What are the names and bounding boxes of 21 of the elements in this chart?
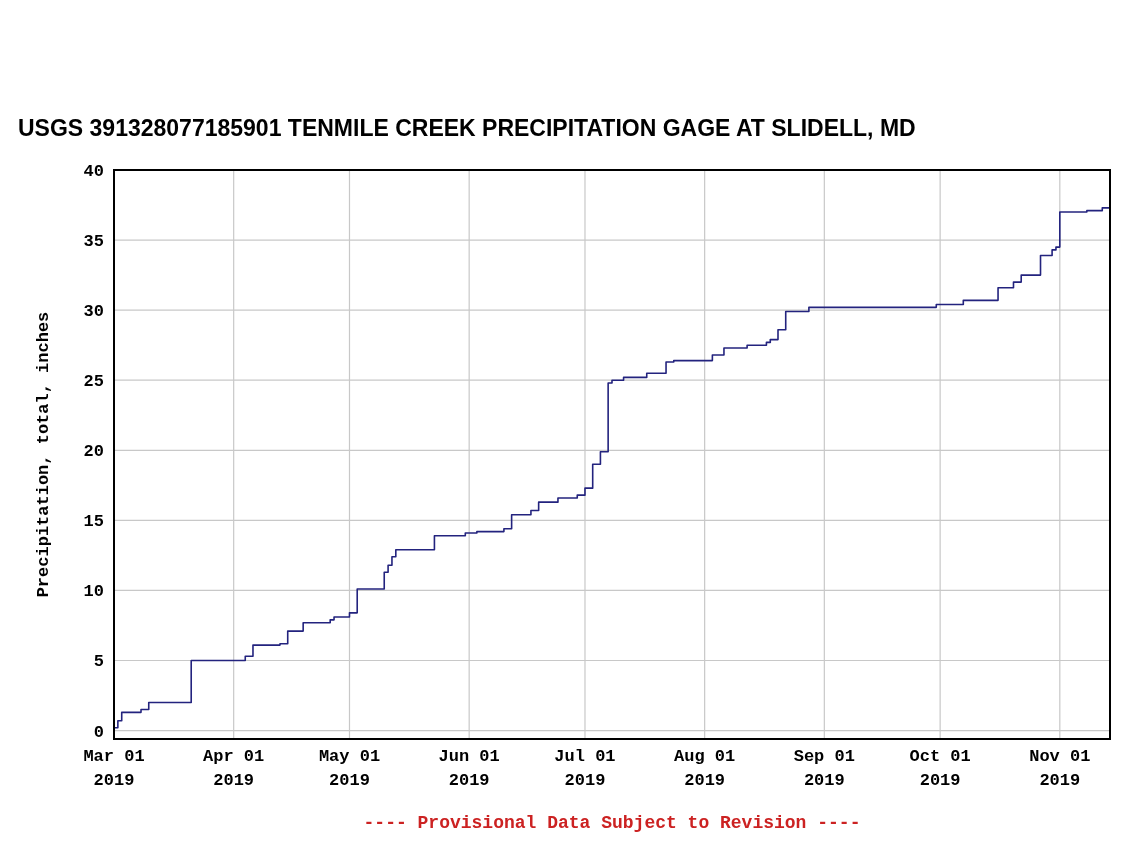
- y-tick-label: 35: [83, 232, 104, 252]
- x-tick-label: Oct 01 2019: [909, 747, 971, 790]
- x-tick-label: Jul 01 2019: [554, 747, 616, 790]
- y-tick-label: 30: [83, 302, 104, 322]
- text: ---- Provisional Data Subject to Revision ----: [363, 813, 861, 833]
- y-axis-title: Precipitation, total, inches: [34, 311, 53, 598]
- y-tick-label: 10: [83, 582, 104, 602]
- x-tick-label: Sep 01 2019: [793, 747, 855, 790]
- x-tick-label: May 01 2019: [318, 747, 381, 790]
- y-tick-label: 25: [83, 372, 104, 392]
- x-tick-label: Jun 01 2019: [438, 747, 500, 790]
- chart-title: USGS 391328077185901 TENMILE CREEK PRECIPITATION GAGE AT SLIDELL, MD: [18, 115, 916, 141]
- x-tick-label: Mar 01 2019: [83, 747, 145, 790]
- y-tick-label: 20: [83, 442, 104, 462]
- y-tick-label: 0: [93, 722, 104, 742]
- x-tick-label: Nov 01 2019: [1029, 747, 1091, 790]
- y-tick-label: 5: [93, 652, 104, 672]
- y-tick-label: 15: [83, 512, 104, 532]
- x-tick-label: Aug 01 2019: [674, 747, 736, 790]
- y-tick-label: 40: [83, 161, 104, 181]
- x-tick-label: Apr 01 2019: [203, 747, 265, 790]
